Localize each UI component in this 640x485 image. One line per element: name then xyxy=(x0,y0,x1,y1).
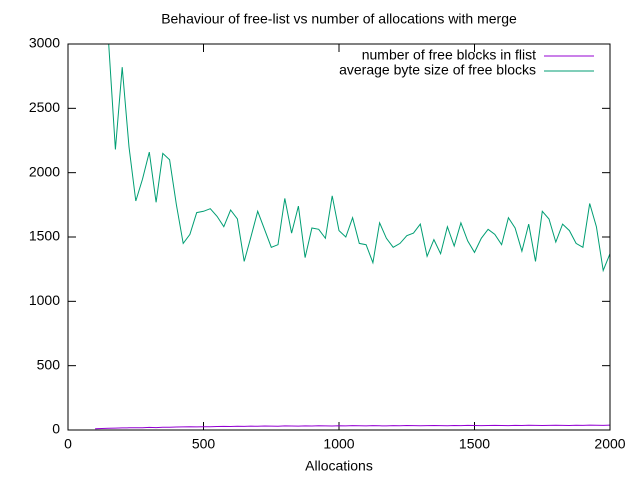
series-line xyxy=(95,424,610,430)
y-tick-label: 3000 xyxy=(29,35,60,51)
x-tick-label: 0 xyxy=(64,436,72,452)
x-axis-label: Allocations xyxy=(305,458,373,474)
chart-title: Behaviour of free-list vs number of allo… xyxy=(161,11,517,27)
x-tick-label: 2000 xyxy=(594,436,625,452)
series-line xyxy=(108,44,610,273)
y-tick-label: 2000 xyxy=(29,163,60,179)
legend-label: average byte size of free blocks xyxy=(339,62,536,78)
y-tick-label: 2500 xyxy=(29,99,60,115)
y-tick-label: 0 xyxy=(52,421,60,437)
plot-border xyxy=(67,43,611,431)
y-tick-label: 1000 xyxy=(29,292,60,308)
y-tick-label: 500 xyxy=(37,356,61,372)
x-tick-label: 1000 xyxy=(323,436,354,452)
legend-label: number of free blocks in flist xyxy=(362,47,536,63)
x-tick-label: 500 xyxy=(192,436,216,452)
y-tick-label: 1500 xyxy=(29,228,60,244)
x-tick-label: 1500 xyxy=(459,436,490,452)
